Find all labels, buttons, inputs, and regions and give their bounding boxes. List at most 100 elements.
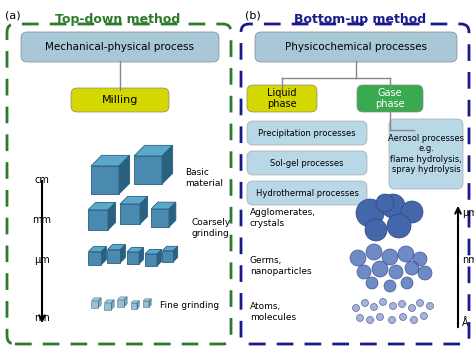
Circle shape bbox=[356, 199, 384, 227]
Circle shape bbox=[413, 252, 427, 266]
Text: Coarsely
grinding: Coarsely grinding bbox=[192, 218, 231, 238]
Polygon shape bbox=[120, 204, 140, 224]
Polygon shape bbox=[91, 298, 101, 301]
Text: Bottom-up method: Bottom-up method bbox=[294, 13, 426, 26]
Circle shape bbox=[380, 299, 386, 306]
FancyBboxPatch shape bbox=[71, 88, 169, 112]
Text: Precipitation processes: Precipitation processes bbox=[258, 128, 356, 137]
Text: nm: nm bbox=[34, 313, 50, 323]
Polygon shape bbox=[104, 302, 111, 309]
Polygon shape bbox=[149, 299, 151, 307]
Polygon shape bbox=[108, 250, 120, 262]
Text: mm: mm bbox=[33, 215, 52, 225]
FancyBboxPatch shape bbox=[21, 32, 219, 62]
Circle shape bbox=[382, 249, 398, 265]
Circle shape bbox=[410, 316, 418, 324]
Polygon shape bbox=[104, 300, 114, 302]
Text: Sol-gel processes: Sol-gel processes bbox=[270, 158, 344, 167]
Text: Fine grinding: Fine grinding bbox=[160, 301, 219, 310]
Circle shape bbox=[366, 277, 378, 289]
Polygon shape bbox=[91, 301, 99, 308]
Text: Aerosol processes
e.g.
flame hydrolysis,
spray hydrolysis: Aerosol processes e.g. flame hydrolysis,… bbox=[388, 134, 464, 174]
Polygon shape bbox=[163, 246, 178, 251]
Polygon shape bbox=[131, 301, 139, 303]
Text: Top-down method: Top-down method bbox=[55, 13, 181, 26]
Text: μm: μm bbox=[34, 255, 50, 265]
Circle shape bbox=[353, 304, 359, 311]
Text: Atoms,
molecules: Atoms, molecules bbox=[250, 302, 296, 322]
Circle shape bbox=[365, 219, 387, 241]
Polygon shape bbox=[120, 196, 147, 204]
Text: (b): (b) bbox=[245, 10, 261, 20]
Circle shape bbox=[400, 314, 407, 321]
Text: (a): (a) bbox=[5, 10, 21, 20]
Circle shape bbox=[376, 314, 383, 321]
Circle shape bbox=[390, 302, 396, 309]
Polygon shape bbox=[173, 246, 178, 261]
Circle shape bbox=[366, 244, 382, 260]
FancyBboxPatch shape bbox=[7, 24, 231, 344]
Text: Hydrothermal processes: Hydrothermal processes bbox=[255, 189, 358, 198]
FancyBboxPatch shape bbox=[357, 85, 423, 112]
FancyBboxPatch shape bbox=[247, 181, 367, 205]
Text: Agglomerates,
crystals: Agglomerates, crystals bbox=[250, 208, 316, 228]
Text: Milling: Milling bbox=[102, 95, 138, 105]
Text: Å: Å bbox=[462, 318, 469, 328]
Circle shape bbox=[381, 194, 405, 218]
FancyBboxPatch shape bbox=[247, 85, 317, 112]
Circle shape bbox=[389, 265, 403, 279]
Circle shape bbox=[376, 194, 394, 212]
Text: Liquid
phase: Liquid phase bbox=[267, 88, 297, 109]
Text: μm: μm bbox=[462, 208, 474, 218]
Circle shape bbox=[420, 313, 428, 319]
Circle shape bbox=[401, 201, 423, 223]
Circle shape bbox=[371, 303, 377, 310]
Polygon shape bbox=[88, 203, 116, 210]
Circle shape bbox=[427, 302, 434, 309]
Circle shape bbox=[387, 214, 411, 238]
Polygon shape bbox=[101, 247, 107, 264]
Polygon shape bbox=[89, 252, 101, 264]
Polygon shape bbox=[118, 300, 125, 307]
Polygon shape bbox=[99, 298, 101, 308]
Polygon shape bbox=[119, 155, 130, 194]
Circle shape bbox=[366, 316, 374, 324]
Polygon shape bbox=[120, 245, 126, 262]
Circle shape bbox=[372, 261, 388, 277]
Polygon shape bbox=[163, 251, 173, 261]
Text: Germs,
nanoparticles: Germs, nanoparticles bbox=[250, 256, 311, 276]
Polygon shape bbox=[143, 301, 149, 307]
Circle shape bbox=[357, 265, 371, 279]
FancyBboxPatch shape bbox=[255, 32, 457, 62]
Polygon shape bbox=[157, 250, 162, 266]
Polygon shape bbox=[108, 245, 126, 250]
Polygon shape bbox=[131, 303, 137, 309]
Circle shape bbox=[389, 316, 395, 324]
Text: Physicochemical processes: Physicochemical processes bbox=[285, 42, 427, 52]
FancyBboxPatch shape bbox=[389, 119, 463, 189]
Circle shape bbox=[409, 304, 416, 311]
Text: Basic
material: Basic material bbox=[185, 168, 223, 188]
Circle shape bbox=[417, 300, 423, 307]
Text: nm: nm bbox=[462, 255, 474, 265]
Polygon shape bbox=[151, 202, 176, 209]
Polygon shape bbox=[89, 247, 107, 252]
Polygon shape bbox=[151, 209, 169, 227]
Polygon shape bbox=[91, 155, 130, 166]
Polygon shape bbox=[91, 166, 119, 194]
Polygon shape bbox=[111, 300, 114, 309]
Circle shape bbox=[362, 300, 368, 307]
Polygon shape bbox=[145, 250, 162, 254]
Polygon shape bbox=[125, 297, 127, 307]
Polygon shape bbox=[137, 301, 139, 309]
Circle shape bbox=[399, 301, 405, 308]
Polygon shape bbox=[140, 196, 147, 224]
Circle shape bbox=[384, 280, 396, 292]
Polygon shape bbox=[145, 254, 157, 266]
Circle shape bbox=[356, 315, 364, 322]
Polygon shape bbox=[127, 252, 139, 264]
Text: Mechanical-physical process: Mechanical-physical process bbox=[46, 42, 194, 52]
Polygon shape bbox=[134, 145, 173, 156]
Polygon shape bbox=[88, 210, 108, 230]
Circle shape bbox=[405, 261, 419, 275]
